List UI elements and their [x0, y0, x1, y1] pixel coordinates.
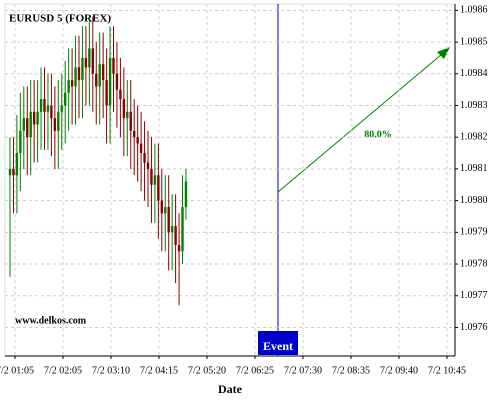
candle-body [81, 57, 84, 81]
x-tick-label: 7/2 05:20 [188, 365, 226, 376]
candle-body [15, 153, 19, 176]
watermark: www.delkos.com [15, 315, 87, 326]
candle-body [70, 80, 74, 87]
candle-body [12, 168, 15, 176]
candle-body [108, 57, 112, 106]
candle-body [19, 130, 22, 154]
candle-body [67, 80, 70, 93]
arrow-head [437, 47, 450, 59]
candle-body [36, 111, 39, 125]
y-tick-label: 1.0980 [460, 195, 488, 206]
x-tick-label: 7/2 03:10 [92, 365, 130, 376]
candle-body [95, 73, 98, 87]
candle-body [74, 67, 77, 87]
candle-body [133, 130, 136, 138]
candle-body [53, 118, 57, 131]
y-tick-label: 1.0985 [460, 36, 488, 47]
candle-body [101, 64, 105, 81]
candle-body [160, 200, 163, 214]
y-tick-label: 1.0979 [460, 227, 488, 238]
candle-body [146, 162, 150, 169]
candle-body [39, 99, 43, 112]
candle-body [177, 245, 181, 252]
candle-body [184, 181, 188, 207]
y-tick-label: 1.0986 [460, 5, 488, 16]
candle-body [43, 99, 46, 112]
candle-body [164, 206, 167, 214]
candle-body [105, 80, 108, 106]
candle-body [50, 105, 53, 119]
candle-body [84, 57, 88, 68]
candle-body [88, 48, 91, 68]
y-tick-label: 1.0977 [460, 290, 488, 301]
x-tick-label: 7/2 09:40 [380, 365, 418, 376]
y-tick-label: 1.0983 [460, 100, 488, 111]
x-tick-label: 7/2 06:25 [236, 365, 274, 376]
x-axis-title: Date [218, 382, 243, 396]
candle-body [26, 118, 29, 138]
candle-body [32, 111, 36, 125]
prediction-label: 80.0% [364, 129, 392, 140]
candle-body [139, 143, 143, 154]
chart-title: EURUSD 5 (FOREX) [9, 13, 111, 25]
candle-body [181, 206, 184, 252]
candle-body [98, 64, 101, 87]
y-tick-label: 1.0981 [460, 163, 488, 174]
y-tick-label: 1.0982 [460, 131, 488, 142]
candle-body [57, 111, 60, 131]
y-tick-label: 1.0984 [460, 68, 488, 79]
candle-body [91, 48, 94, 74]
candle-body [153, 175, 157, 185]
candle-body [174, 225, 177, 246]
x-tick-label: 7/2 02:05 [44, 365, 82, 376]
candle-body [119, 89, 122, 100]
x-tick-label: 7/2 01:05 [0, 365, 34, 376]
candle-body [64, 92, 67, 106]
x-tick-label: 7/2 04:15 [140, 365, 178, 376]
candle-body [112, 57, 115, 74]
x-tick-label: 7/2 08:35 [332, 365, 370, 376]
candle-body [122, 99, 126, 119]
candle-body [60, 105, 63, 112]
candle-body [167, 206, 170, 233]
candle-body [115, 73, 119, 90]
candle-body [8, 168, 12, 176]
candle-body [126, 111, 129, 119]
x-tick-label: 7/2 10:45 [428, 365, 466, 376]
candle-body [129, 111, 132, 131]
candle-body [46, 105, 50, 112]
candle-body [136, 137, 139, 144]
candle-body [143, 153, 146, 163]
y-tick-label: 1.0976 [460, 322, 488, 333]
candle-body [150, 168, 153, 185]
candle-body [22, 118, 25, 131]
event-label: Event [263, 339, 293, 353]
candle-body [77, 67, 81, 81]
candle-body [29, 111, 32, 138]
x-tick-label: 7/2 07:30 [284, 365, 322, 376]
candle-body [157, 175, 160, 201]
y-tick-label: 1.0978 [460, 258, 488, 269]
event-box [258, 331, 298, 355]
prediction-arrow [277, 48, 449, 193]
candle-body [170, 225, 174, 233]
